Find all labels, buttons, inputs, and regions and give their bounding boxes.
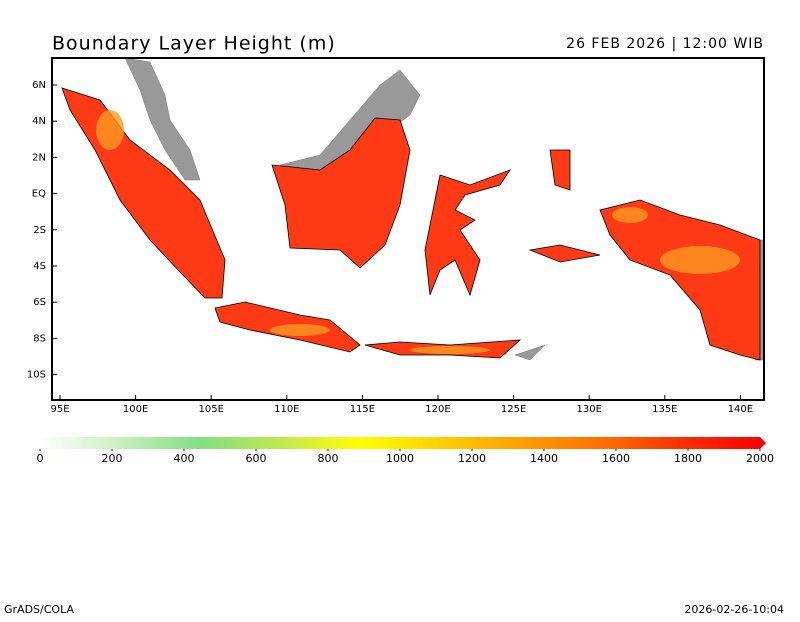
colorbar-label: 400	[174, 452, 195, 465]
lon-label: 125E	[501, 404, 526, 415]
map-frame	[51, 57, 765, 401]
lon-label: 95E	[50, 404, 69, 415]
sumatra	[61, 87, 226, 299]
lat-label: 4N	[32, 116, 46, 127]
hot-area	[96, 110, 124, 150]
hot-area	[270, 324, 330, 336]
malay-peninsula	[124, 58, 201, 181]
lon-label: 120E	[425, 404, 450, 415]
footer-right: 2026-02-26-10:04	[684, 603, 784, 616]
lat-label: 8S	[33, 333, 46, 344]
lat-label: 10S	[27, 370, 46, 381]
colorbar-label: 800	[318, 452, 339, 465]
colorbar: 0 200 400 600 800 1000 1200 1400 1600 1800 2000	[37, 437, 774, 465]
hot-area	[410, 346, 490, 354]
colorbar-arrow	[760, 437, 766, 449]
sulawesi	[424, 169, 512, 297]
colorbar-label: 1800	[674, 452, 702, 465]
hot-area	[612, 207, 648, 223]
lat-label: 2N	[32, 152, 46, 163]
timor-leste	[514, 344, 546, 361]
colorbar-label: 1200	[458, 452, 486, 465]
lat-label: 2S	[33, 225, 46, 236]
lat-label: EQ	[32, 189, 46, 200]
colorbar-label: 0	[37, 452, 44, 465]
lat-label: 6S	[33, 297, 46, 308]
lat-label: 4S	[33, 261, 46, 272]
borneo	[271, 117, 411, 269]
colorbar-label: 600	[246, 452, 267, 465]
footer-left: GrADS/COLA	[4, 603, 74, 616]
papua	[599, 199, 761, 361]
map	[61, 58, 764, 361]
axes: 6N 4N 2N EQ 2S 4S 6S 8S 10S 95E 100E 105E 110E 115E 12…	[27, 80, 753, 415]
lon-label: 100E	[123, 404, 148, 415]
hot-area	[660, 246, 740, 274]
colorbar-ramp	[40, 437, 760, 449]
lon-label: 130E	[576, 404, 601, 415]
colorbar-label: 2000	[746, 452, 774, 465]
lon-label: 110E	[274, 404, 299, 415]
title: Boundary Layer Height (m)	[52, 33, 336, 55]
maluku	[549, 149, 571, 191]
lat-label: 6N	[32, 80, 46, 91]
lon-label: 135E	[652, 404, 677, 415]
colorbar-label: 1600	[602, 452, 630, 465]
colorbar-label: 1400	[530, 452, 558, 465]
lon-label: 105E	[198, 404, 223, 415]
seram	[528, 244, 601, 263]
lon-label: 140E	[728, 404, 753, 415]
valid-time: 26 FEB 2026 | 12:00 WIB	[566, 36, 764, 52]
lon-label: 115E	[350, 404, 375, 415]
colorbar-label: 1000	[386, 452, 414, 465]
colorbar-label: 200	[102, 452, 123, 465]
